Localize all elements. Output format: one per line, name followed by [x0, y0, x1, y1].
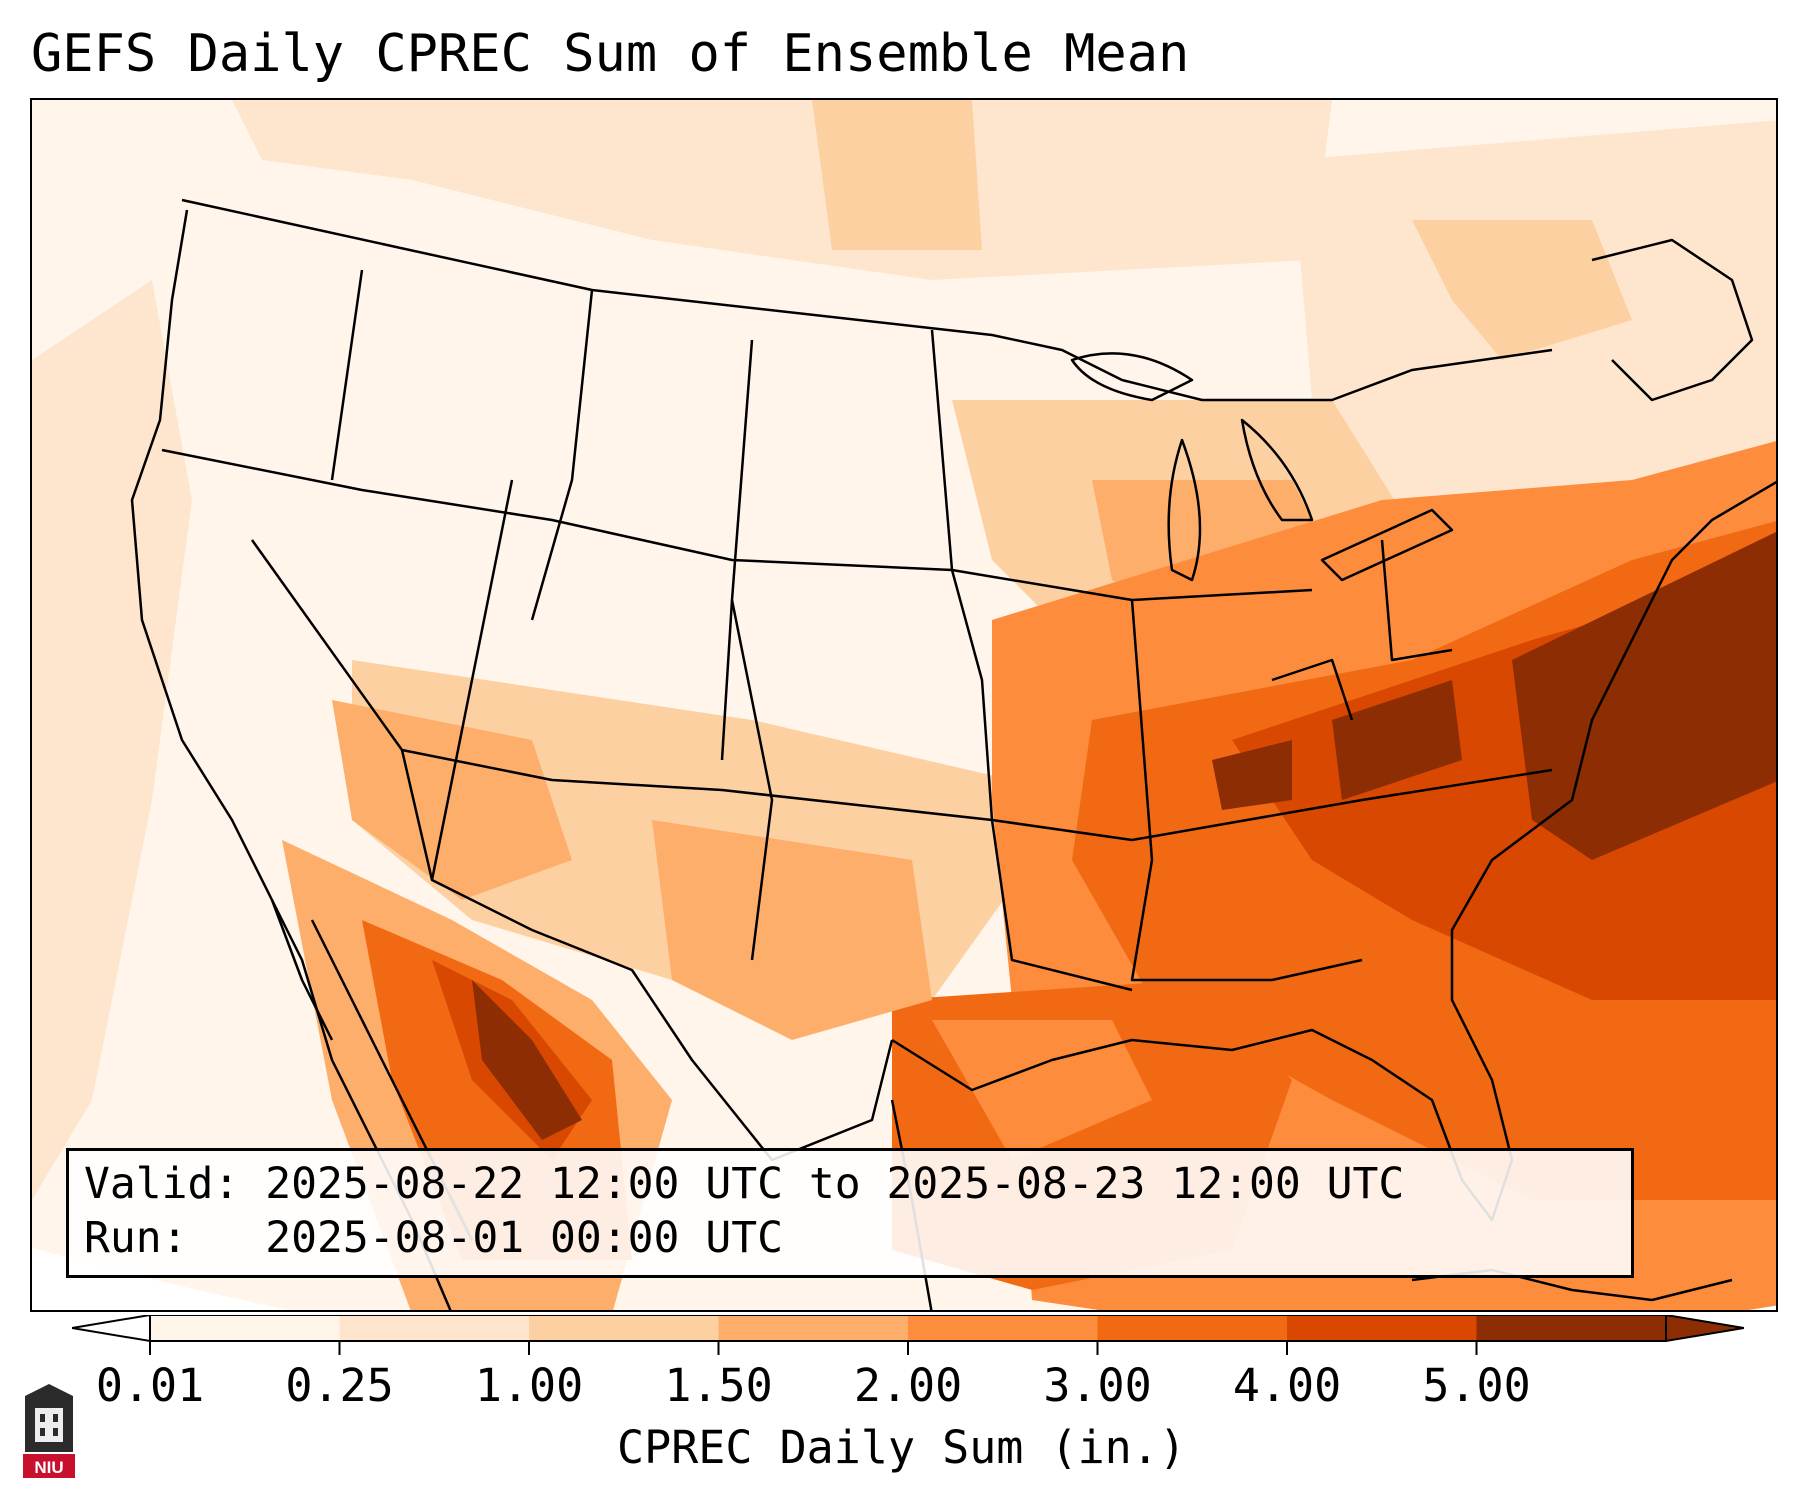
colorbar-cell: [529, 1315, 719, 1341]
boundaries: [130, 198, 1776, 1310]
colorbar-cell: [908, 1315, 1098, 1341]
colorbar-tick-label: 0.01: [95, 1359, 205, 1412]
colorbar-tick-label: 0.25: [285, 1359, 394, 1412]
logo-text: NIU: [34, 1458, 63, 1477]
colorbar-tick-label: 1.50: [664, 1359, 773, 1412]
colorbar-cell: [1287, 1315, 1477, 1341]
colorbar-cell: [339, 1315, 530, 1341]
colorbar-cell: [1476, 1315, 1667, 1341]
colorbar-label: CPREC Daily Sum (in.): [617, 1421, 1186, 1474]
colorbar-tick-label: 1.00: [474, 1359, 584, 1412]
colorbar-tick-label: 5.00: [1422, 1359, 1531, 1412]
colorbar-cell: [718, 1315, 909, 1341]
colorbar-tick-label: 2.00: [853, 1359, 963, 1412]
colorbar: [72, 1315, 1744, 1355]
run-time-text: Run: 2025-08-01 00:00 UTC: [84, 1213, 783, 1263]
niu-logo: NIU: [23, 1384, 75, 1478]
chart-title: GEFS Daily CPREC Sum of Ensemble Mean: [31, 24, 1190, 84]
colorbar-extend-over: [1665, 1315, 1744, 1343]
colorbar-tick-label: 4.00: [1232, 1359, 1342, 1412]
colorbar-ticks: [149, 1341, 1478, 1355]
valid-time-text: Valid: 2025-08-22 12:00 UTC to 2025-08-2…: [84, 1159, 1405, 1209]
colorbar-extend-under: [72, 1315, 151, 1343]
colorbar-tick-label: 3.00: [1043, 1359, 1152, 1412]
colorbar-cell: [150, 1315, 340, 1341]
map-canvas: [32, 100, 1776, 1310]
colorbar-cell: [1097, 1315, 1288, 1341]
valid-run-info-box: Valid: 2025-08-22 12:00 UTC to 2025-08-2…: [66, 1148, 1634, 1278]
colorbar-cells: [150, 1315, 1667, 1341]
precipitation-map: [30, 98, 1778, 1312]
